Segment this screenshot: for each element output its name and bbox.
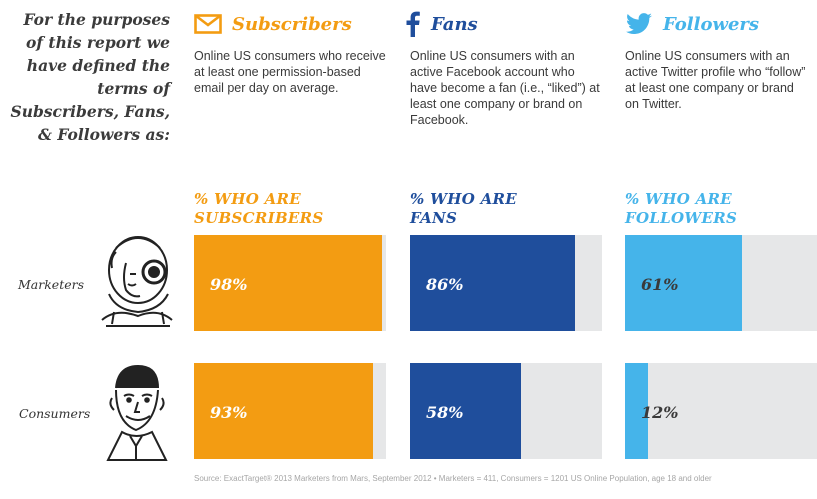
- row-label-marketers: Marketers: [18, 277, 85, 292]
- bar-label-fans-marketers: 86%: [426, 275, 464, 294]
- bar-subscribers-marketers: [194, 235, 383, 331]
- source-note: Source: ExactTarget® 2013 Marketers from…: [194, 474, 712, 483]
- bar-track-fans-marketers: 86%: [410, 235, 602, 331]
- subscribers-title: Subscribers: [232, 13, 352, 35]
- astronaut-avatar: [101, 236, 173, 327]
- bar-label-subscribers-marketers: 98%: [210, 275, 248, 294]
- facebook-f-icon: [406, 11, 420, 37]
- subscribers-description: Online US consumers who receive at least…: [194, 49, 386, 95]
- bar-fans-consumers: [410, 363, 522, 459]
- bar-track-followers-marketers: 61%: [625, 235, 817, 331]
- followers-description: Online US consumers with an active Twitt…: [625, 49, 806, 111]
- fans-header: Fans: [405, 9, 478, 39]
- bar-track-fans-consumers: 58%: [410, 363, 602, 459]
- fans-description: Online US consumers with an active Faceb…: [410, 49, 600, 127]
- intro-text: For the purposes of this report we have …: [10, 10, 171, 144]
- followers-header: Followers: [625, 9, 759, 39]
- bar-track-subscribers-marketers: 98%: [194, 235, 386, 331]
- bar-fans-marketers: [410, 235, 576, 331]
- bar-track-followers-consumers: 12%: [625, 363, 817, 459]
- subscribers-pct-heading: % WHO ARE SUBSCRIBERS: [194, 190, 324, 227]
- fans-pct-heading: % WHO ARE FANS: [410, 190, 518, 227]
- bar-label-subscribers-consumers: 93%: [210, 403, 248, 422]
- consumer-avatar: [106, 364, 168, 461]
- followers-pct-heading: % WHO ARE FOLLOWERS: [625, 190, 738, 227]
- fans-title: Fans: [431, 13, 478, 35]
- bar-followers-marketers: [625, 235, 743, 331]
- bar-track-subscribers-consumers: 93%: [194, 363, 386, 459]
- twitter-bird-icon: [625, 13, 652, 34]
- row-label-consumers: Consumers: [19, 406, 91, 421]
- bar-label-followers-consumers: 12%: [641, 403, 679, 422]
- subscribers-header: Subscribers: [194, 9, 352, 39]
- envelope-icon: [194, 14, 222, 34]
- followers-title: Followers: [663, 13, 760, 35]
- bar-label-followers-marketers: 61%: [641, 275, 679, 294]
- bar-subscribers-consumers: [194, 363, 373, 459]
- bar-followers-consumers: [625, 363, 649, 459]
- bar-label-fans-consumers: 58%: [426, 403, 464, 422]
